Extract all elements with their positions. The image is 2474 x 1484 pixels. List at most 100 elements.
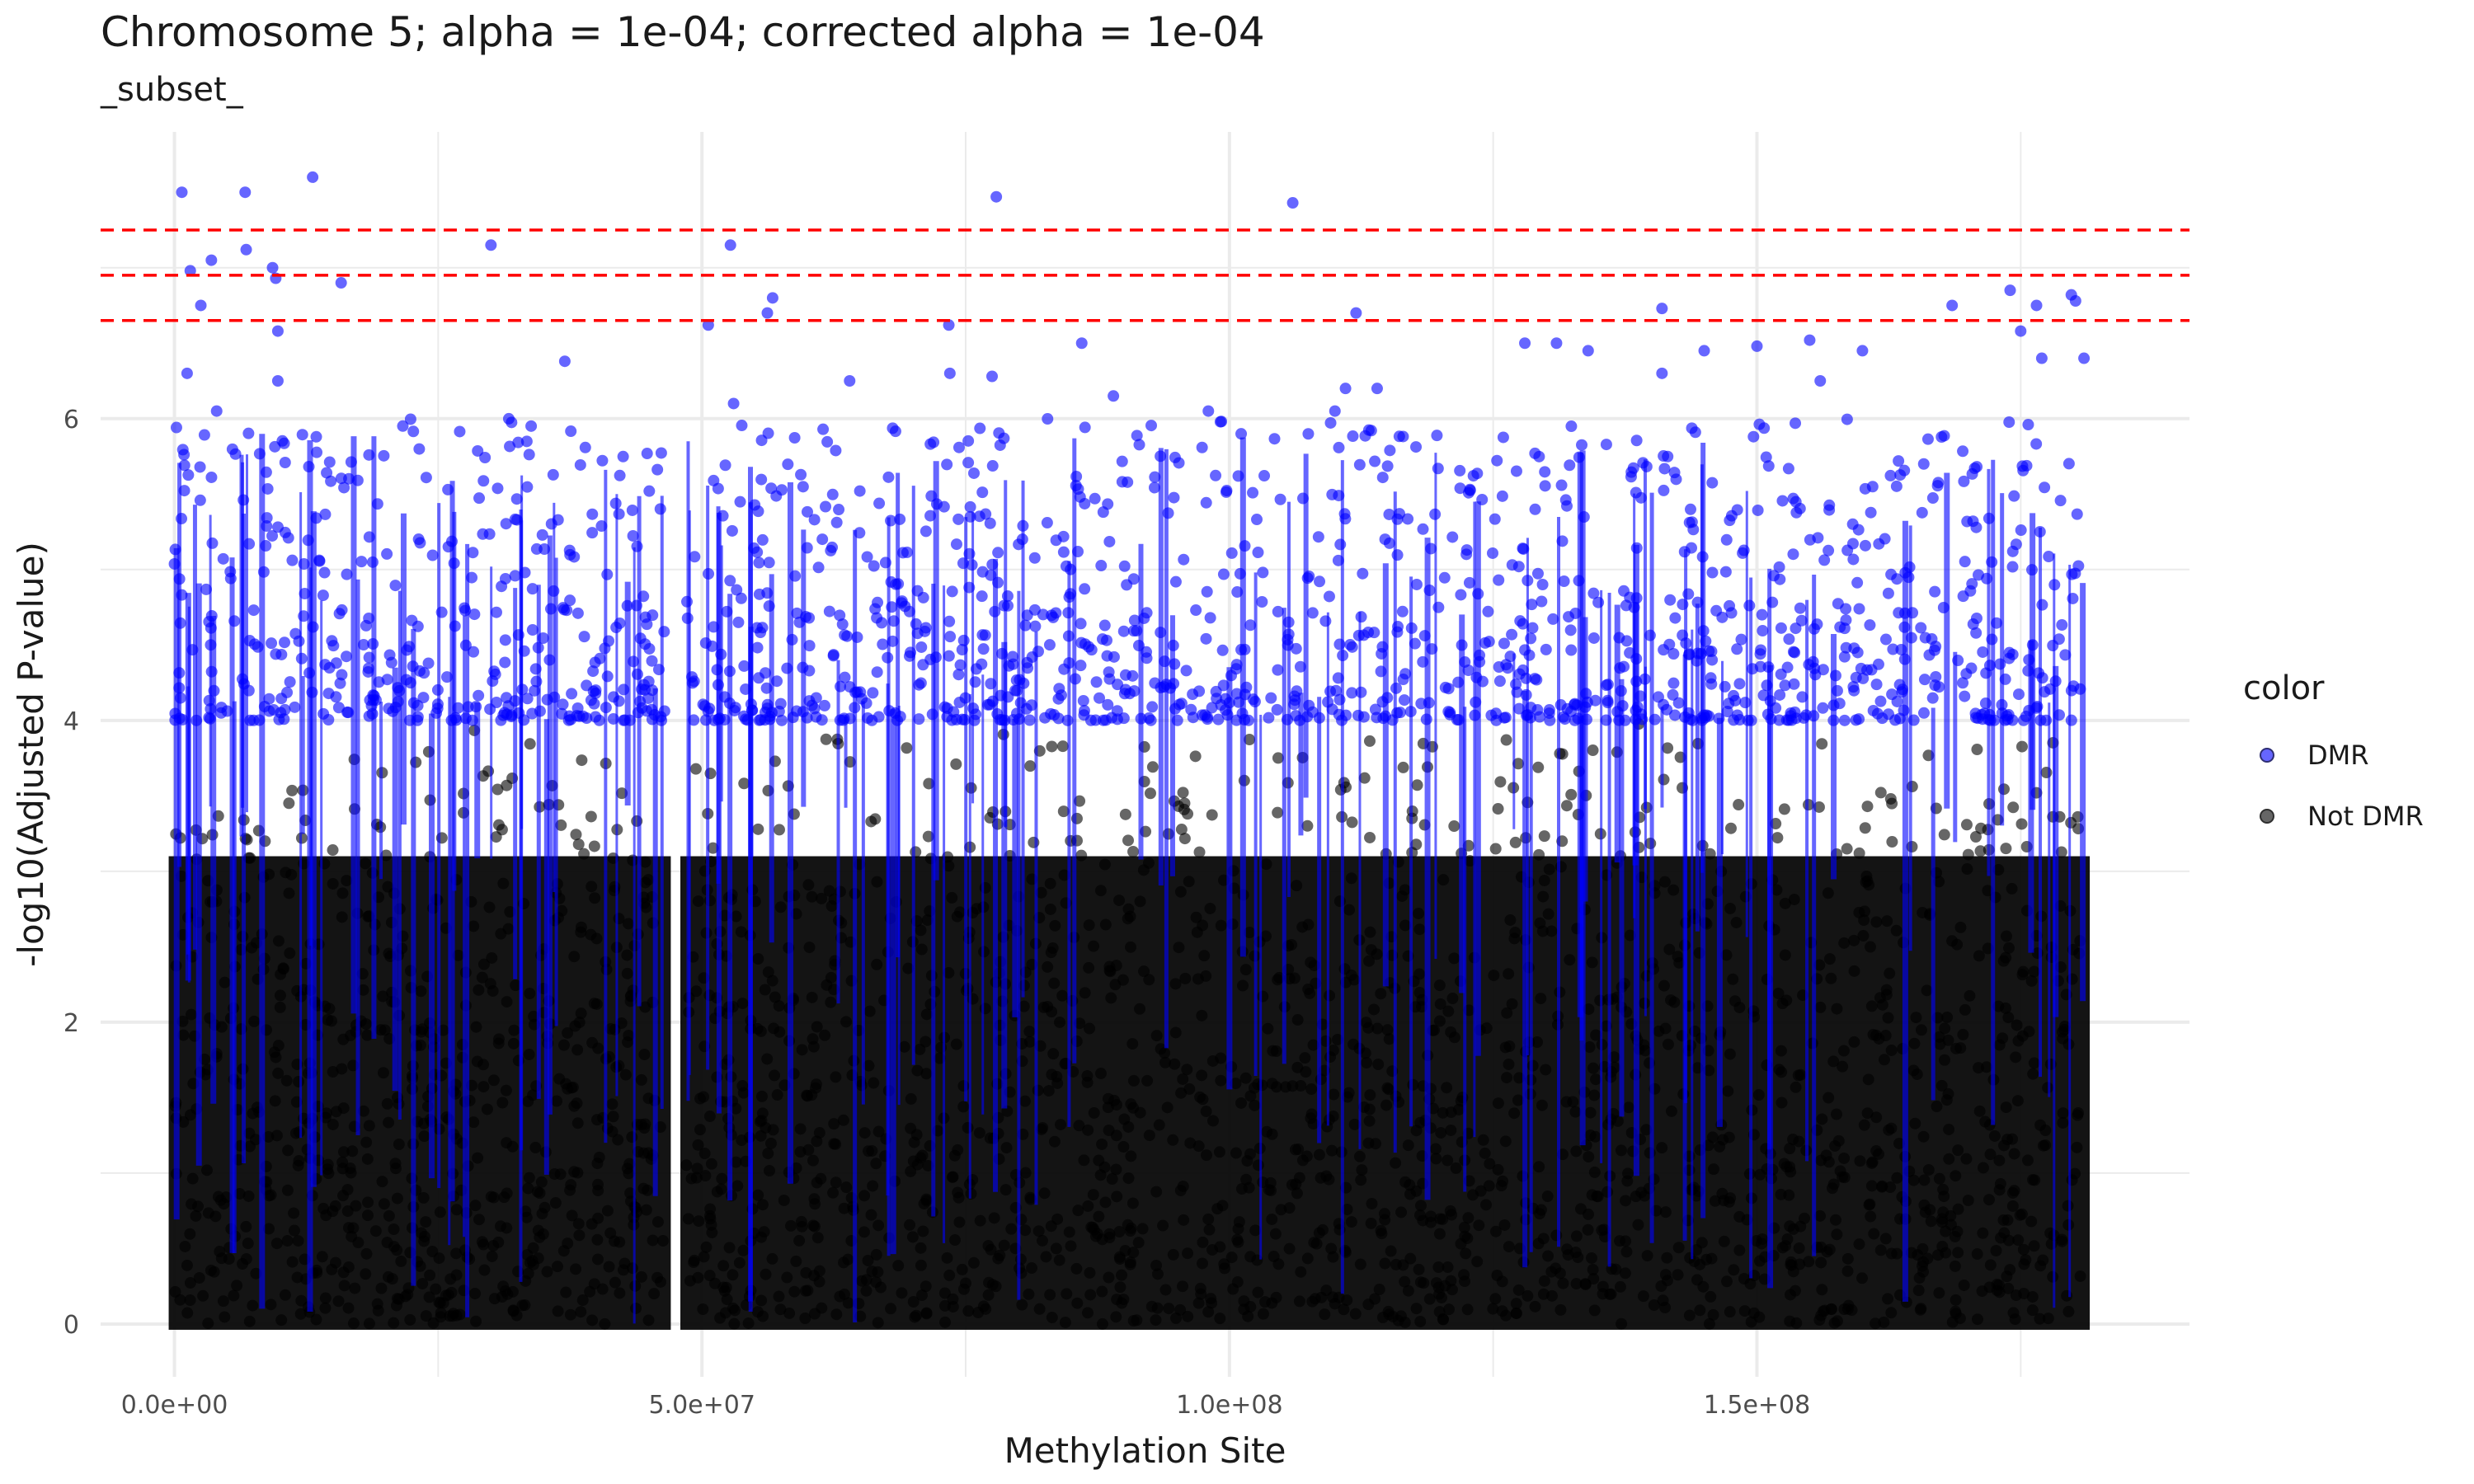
point-dmr	[986, 460, 999, 472]
point-dmr	[1996, 707, 2008, 720]
point-dmr	[1517, 542, 1530, 555]
point-dmr	[797, 481, 809, 493]
point-dmr	[2003, 416, 2015, 428]
point-dmr	[1075, 660, 1087, 672]
point-dmr	[2010, 538, 2022, 551]
point-dmr	[1960, 668, 1973, 680]
point-dmr	[2071, 508, 2083, 520]
point-not-dmr	[1178, 833, 1191, 845]
point-dmr	[1672, 697, 1685, 709]
point-dmr	[976, 629, 989, 641]
point-dmr	[618, 714, 631, 726]
point-dmr	[1937, 601, 1950, 613]
point-dmr-peak	[2004, 284, 2016, 297]
point-dmr	[1756, 608, 1768, 621]
point-not-dmr	[570, 829, 582, 841]
point-dmr	[1493, 574, 1505, 586]
point-dmr	[224, 566, 237, 578]
point-dmr	[1637, 457, 1649, 469]
point-dmr	[1463, 576, 1475, 589]
point-dmr	[646, 703, 658, 716]
point-dmr-peak	[1582, 345, 1594, 357]
point-dmr	[753, 556, 765, 569]
point-dmr	[1221, 709, 1234, 721]
point-dmr	[996, 647, 1009, 660]
point-dmr	[1971, 461, 1983, 473]
point-dmr-peak	[239, 186, 252, 199]
point-dmr	[731, 584, 743, 596]
point-dmr	[735, 592, 747, 604]
point-dmr	[775, 714, 788, 726]
point-dmr-peak	[1371, 383, 1383, 395]
point-dmr	[1700, 635, 1712, 647]
point-dmr	[168, 557, 181, 570]
point-dmr	[631, 540, 643, 552]
point-dmr	[1536, 578, 1549, 590]
point-dmr	[1057, 530, 1070, 542]
point-dmr	[1850, 671, 1862, 683]
point-dmr-peak	[1286, 197, 1299, 209]
point-dmr	[389, 702, 402, 714]
point-dmr	[788, 431, 801, 444]
point-dmr	[1547, 613, 1559, 625]
point-dmr	[1376, 696, 1389, 708]
point-dmr	[1122, 476, 1134, 488]
point-dmr	[600, 702, 612, 714]
point-dmr	[1576, 439, 1588, 451]
point-dmr	[590, 711, 602, 723]
point-dmr	[751, 546, 764, 558]
point-dmr	[643, 485, 656, 497]
point-dmr	[1921, 433, 1934, 445]
point-dmr-peak	[266, 261, 279, 274]
point-dmr	[1323, 590, 1335, 603]
point-dmr-peak	[2015, 325, 2027, 337]
point-dmr	[1429, 508, 1442, 520]
point-dmr	[1932, 477, 1945, 489]
point-dmr	[1069, 673, 1081, 685]
point-dmr	[2016, 460, 2029, 472]
point-dmr	[1352, 629, 1365, 641]
point-dmr	[516, 683, 529, 696]
point-dmr	[1903, 561, 1916, 573]
point-dmr	[243, 538, 256, 550]
point-dmr	[2054, 495, 2067, 507]
point-dmr	[1620, 599, 1632, 612]
point-dmr	[1061, 714, 1074, 726]
point-dmr	[289, 627, 302, 640]
point-dmr	[830, 516, 843, 528]
point-dmr	[521, 481, 534, 493]
point-dmr-peak	[558, 355, 571, 368]
point-dmr	[1102, 698, 1114, 711]
point-dmr	[1258, 470, 1271, 482]
point-dmr	[298, 558, 310, 571]
point-dmr	[1485, 709, 1498, 721]
point-dmr	[261, 520, 273, 533]
point-dmr	[1410, 441, 1423, 453]
point-dmr	[2065, 684, 2077, 697]
point-dmr	[1895, 643, 1907, 655]
point-dmr	[963, 581, 976, 594]
point-dmr	[708, 714, 721, 726]
point-dmr	[826, 488, 839, 500]
point-dmr	[712, 679, 724, 691]
point-dmr	[282, 532, 294, 544]
point-dmr	[873, 497, 886, 510]
point-dmr	[887, 615, 900, 627]
point-dmr	[1439, 681, 1451, 693]
point-dmr-peak	[335, 277, 347, 289]
point-not-dmr	[752, 823, 764, 835]
point-dmr	[1404, 706, 1417, 718]
point-dmr	[985, 678, 997, 690]
point-dmr	[306, 686, 318, 698]
point-dmr	[275, 693, 288, 705]
point-dmr	[543, 654, 556, 666]
point-dmr	[1042, 413, 1054, 425]
point-dmr	[1498, 637, 1510, 650]
point-dmr	[1022, 662, 1034, 674]
point-dmr	[1111, 713, 1123, 726]
point-dmr	[1831, 684, 1843, 697]
point-not-dmr	[773, 824, 785, 836]
point-dmr	[1249, 696, 1261, 708]
point-dmr	[252, 641, 264, 653]
point-dmr	[1757, 625, 1769, 637]
